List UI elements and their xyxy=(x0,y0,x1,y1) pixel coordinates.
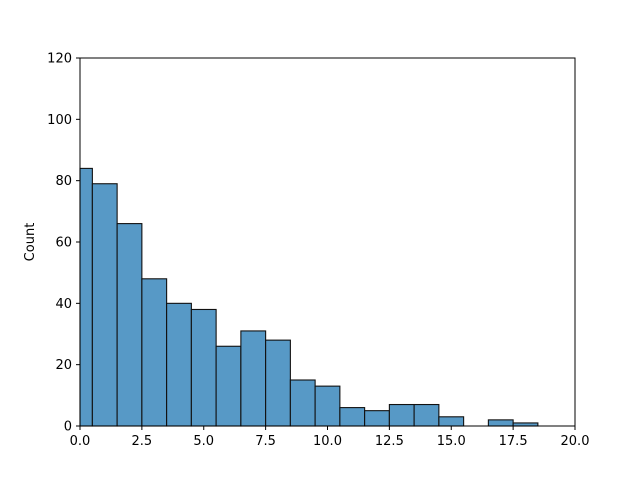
x-tick-label: 17.5 xyxy=(499,434,528,449)
x-tick-label: 0.0 xyxy=(70,434,91,449)
y-tick-label: 60 xyxy=(55,236,72,251)
histogram-bar-8 xyxy=(265,339,291,427)
histogram-bar-7 xyxy=(240,330,267,427)
histogram-bar-10 xyxy=(314,385,341,427)
histogram-bar-1 xyxy=(91,183,118,427)
histogram-bar-6 xyxy=(215,345,242,427)
histogram-bar-15 xyxy=(438,416,465,427)
histogram-bar-17 xyxy=(487,419,514,427)
y-tick-label: 100 xyxy=(47,113,72,128)
histogram-bar-0 xyxy=(79,167,93,427)
histogram-bar-5 xyxy=(190,308,217,427)
histogram-bar-12 xyxy=(364,410,390,427)
histogram-bar-11 xyxy=(339,407,366,427)
y-tick-label: 40 xyxy=(55,297,72,312)
histogram-bar-4 xyxy=(166,302,192,427)
x-tick-label: 7.5 xyxy=(255,434,276,449)
y-tick-label: 0 xyxy=(64,420,72,435)
histogram-bar-2 xyxy=(116,223,143,427)
x-tick-label: 15.0 xyxy=(437,434,466,449)
x-tick-label: 20.0 xyxy=(561,434,590,449)
y-tick-label: 80 xyxy=(55,174,72,189)
bars-group xyxy=(79,167,539,427)
x-tick-label: 2.5 xyxy=(132,434,153,449)
x-tick-label: 12.5 xyxy=(375,434,404,449)
histogram-bar-14 xyxy=(413,403,440,427)
x-axis: 0.0 2.5 5.0 7.5 10.0 12.5 15.0 17.5 20.0 xyxy=(70,426,590,449)
y-tick-label: 120 xyxy=(47,52,72,67)
histogram-bar-13 xyxy=(388,403,415,427)
y-axis: 0 20 40 60 80 100 120 xyxy=(47,52,80,435)
x-tick-label: 10.0 xyxy=(313,434,342,449)
y-axis-label: Count xyxy=(23,223,38,262)
y-tick-label: 20 xyxy=(55,358,72,373)
histogram-bar-3 xyxy=(141,278,168,427)
x-tick-label: 5.0 xyxy=(193,434,214,449)
histogram-bar-9 xyxy=(289,379,316,427)
